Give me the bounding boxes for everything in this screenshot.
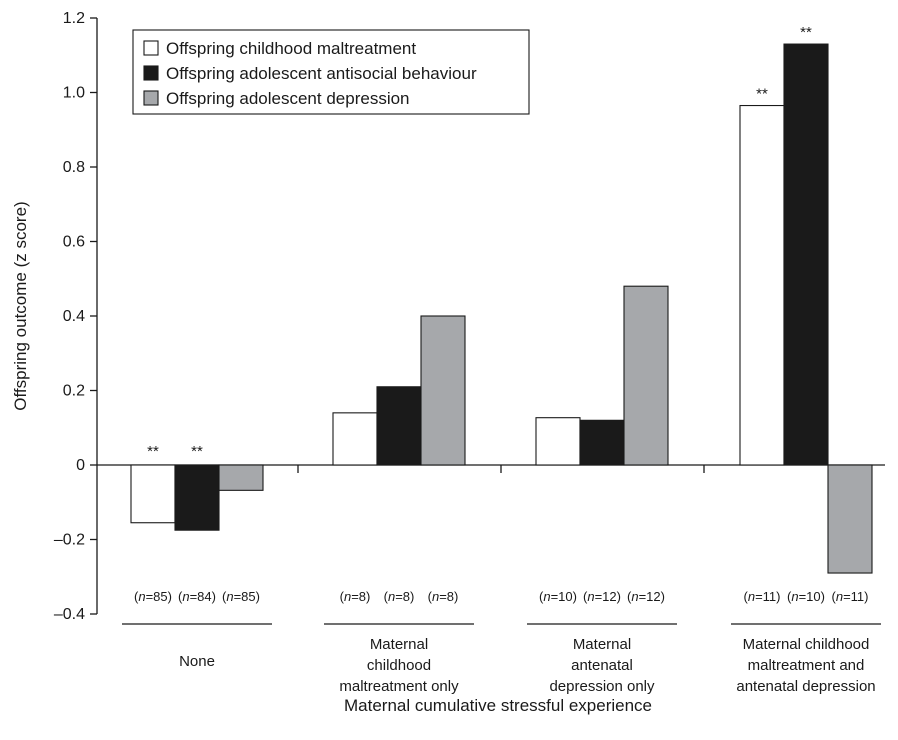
n-label: (n=10)	[539, 589, 577, 604]
n-label: (n=84)	[178, 589, 216, 604]
bar-2-1	[174, 464, 220, 531]
y-tick-label: 0	[76, 457, 85, 474]
group-label: Maternal childhood	[743, 636, 870, 653]
bar-1-4	[739, 104, 785, 466]
n-value: 8	[359, 589, 366, 604]
significance-marker: **	[800, 24, 812, 41]
bar-1-3	[535, 417, 581, 466]
legend: Offspring childhood maltreatment Offsprin…	[132, 29, 530, 115]
group-label: antenatal depression	[736, 678, 875, 695]
legend-label-1: Offspring childhood maltreatment	[166, 39, 416, 58]
legend-swatch-2	[143, 65, 159, 81]
n-value: 8	[447, 589, 454, 604]
legend-box	[132, 29, 530, 115]
bar-2-2	[376, 386, 422, 466]
y-tick-label: 1.2	[63, 10, 85, 27]
bar-3-1	[218, 464, 264, 491]
n-value: 85	[153, 589, 167, 604]
group-label: maltreatment and	[748, 657, 865, 674]
y-axis-title: Offspring outcome (z score)	[11, 201, 30, 410]
legend-swatch-1	[143, 40, 159, 56]
n-label: (n=12)	[583, 589, 621, 604]
y-tick-label: 0.8	[63, 159, 85, 176]
n-label: (n=11)	[743, 589, 780, 604]
y-tick-label: 0.2	[63, 383, 85, 400]
n-label: (n=8)	[428, 589, 459, 604]
significance-marker: **	[191, 443, 203, 460]
n-label: (n=85)	[134, 589, 172, 604]
n-value: 85	[241, 589, 255, 604]
y-tick-label: 1.0	[63, 85, 85, 102]
legend-label-3: Offspring adolescent depression	[166, 89, 410, 108]
group-label: childhood	[367, 657, 431, 674]
n-label: (n=8)	[340, 589, 371, 604]
bar-1-2	[332, 412, 378, 466]
n-label: (n=10)	[787, 589, 825, 604]
bar-3-2	[420, 315, 466, 466]
n-label: (n=8)	[384, 589, 415, 604]
n-label: (n=12)	[627, 589, 665, 604]
n-value: 12	[602, 589, 616, 604]
group-label: None	[179, 653, 215, 670]
n-value: 84	[197, 589, 211, 604]
n-value: 11	[851, 589, 865, 604]
x-axis-title: Maternal cumulative stressful experience	[344, 696, 652, 715]
n-value: 10	[806, 589, 820, 604]
bar-3-4	[827, 464, 873, 574]
bars	[130, 43, 873, 574]
group-label: Maternal	[573, 636, 631, 653]
n-value: 12	[646, 589, 660, 604]
n-value: 11	[763, 589, 777, 604]
bar-2-3	[579, 419, 625, 466]
legend-swatch-3	[143, 90, 159, 106]
significance-marker: **	[756, 86, 768, 103]
y-tick-label: 0.6	[63, 234, 85, 251]
group-label: antenatal	[571, 657, 633, 674]
group-label: maltreatment only	[339, 678, 459, 695]
group-label: Maternal	[370, 636, 428, 653]
y-tick-label: –0.2	[54, 532, 85, 549]
bar-2-4	[783, 43, 829, 466]
y-tick-label: 0.4	[63, 308, 85, 325]
legend-label-2: Offspring adolescent antisocial behaviou…	[166, 64, 477, 83]
n-label: (n=85)	[222, 589, 260, 604]
significance-marker: **	[147, 443, 159, 460]
y-tick-label: –0.4	[54, 606, 85, 623]
bar-3-3	[623, 285, 669, 466]
group-label: depression only	[549, 678, 655, 695]
n-value: 8	[403, 589, 410, 604]
n-label: (n=11)	[831, 589, 868, 604]
annotations: ** ** ** ** (n=85) (n=84) (n=85) (n=8) (n=8) (n=8…	[134, 24, 869, 604]
n-value: 10	[558, 589, 572, 604]
bar-1-1	[130, 464, 176, 524]
